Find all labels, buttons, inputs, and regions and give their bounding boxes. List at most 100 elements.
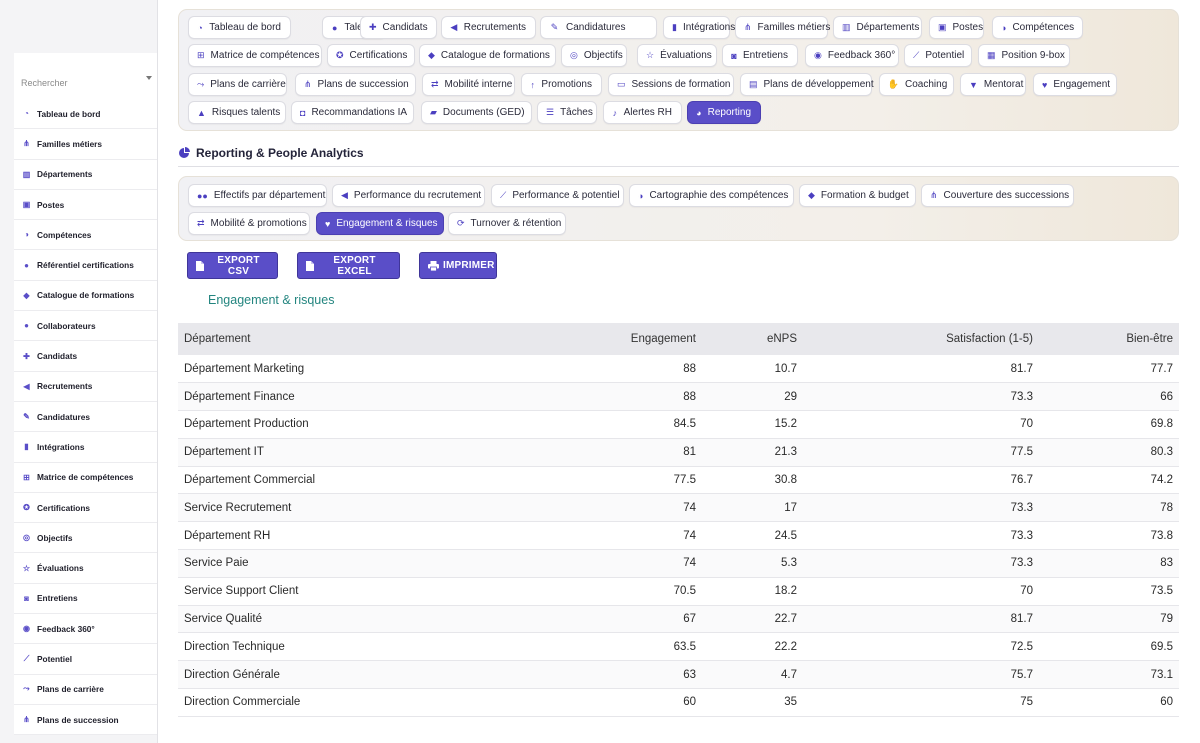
sidebar-item-19[interactable]: ⤳ Plans de carrière	[14, 674, 157, 705]
table-row: Direction Technique 63.5 22.2 72.5 69.5	[178, 633, 1179, 661]
nav-tab-label: Candidatures	[566, 22, 626, 33]
report-tab-6[interactable]: ⇄ Mobilité & promotions	[188, 212, 310, 235]
nav-tab-32[interactable]: ♪ Alertes RH	[603, 101, 682, 124]
user-icon: ●	[331, 22, 338, 33]
nav-tab-17[interactable]: ⟋ Potentiel	[904, 44, 972, 67]
nav-tab-15[interactable]: ◙ Entretiens	[722, 44, 798, 67]
print-button[interactable]: IMPRIMER	[419, 252, 497, 279]
sidebar-item-4[interactable]: ◑ Compétences	[14, 220, 157, 251]
column-header[interactable]: Bien-être	[1126, 333, 1173, 345]
table-cell: 81.7	[1010, 362, 1033, 375]
nav-tab-26[interactable]: ▼ Mentorat	[960, 73, 1026, 96]
nav-tab-23[interactable]: ▭ Sessions de formation	[608, 73, 734, 96]
nav-tab-label: Mobilité interne	[444, 79, 513, 90]
sidebar-item-11[interactable]: ▮ Intégrations	[14, 432, 157, 463]
table-cell: 69.5	[1150, 640, 1173, 653]
table-row: Service Recrutement 74 17 73.3 78	[178, 493, 1179, 522]
nav-tab-10[interactable]: ⊞ Matrice de compétences	[188, 44, 322, 67]
nav-tab-8[interactable]: ▣ Postes	[929, 16, 984, 39]
report-tab-2[interactable]: ⟋ Performance & potentiel	[491, 184, 624, 207]
nav-tab-33[interactable]: ◕ Reporting	[687, 101, 761, 124]
sidebar-item-20[interactable]: ⋔ Plans de succession	[14, 704, 157, 736]
sidebar-item-label: Feedback 360°	[37, 623, 95, 634]
sidebar-item-14[interactable]: ◎ Objectifs	[14, 523, 157, 554]
nav-tab-6[interactable]: ⋔ Familles métiers	[735, 16, 830, 39]
nav-tab-27[interactable]: ♥ Engagement	[1033, 73, 1117, 96]
nav-tab-29[interactable]: ◘ Recommandations IA	[291, 101, 414, 124]
sidebar-item-18[interactable]: ⟋ Potentiel	[14, 644, 157, 675]
comment-icon: ◉	[23, 624, 30, 634]
report-tab-7[interactable]: ♥ Engagement & risques	[316, 212, 444, 235]
sidebar-search-select[interactable]: Rechercher	[14, 53, 157, 105]
sidebar-item-9[interactable]: ◀ Recrutements	[14, 371, 157, 402]
sidebar-item-5[interactable]: ● Référentiel certifications	[14, 250, 157, 281]
report-tab-0[interactable]: ●● Effectifs par département	[188, 184, 327, 207]
nav-tab-13[interactable]: ◎ Objectifs	[561, 44, 627, 67]
nav-tab-20[interactable]: ⋔ Plans de succession	[295, 73, 416, 96]
nav-tab-30[interactable]: ▰ Documents (GED)	[421, 101, 532, 124]
table-cell: 77.5	[1010, 446, 1033, 459]
sitemap-icon: ⋔	[744, 22, 752, 32]
report-tab-5[interactable]: ⋔ Couverture des successions	[921, 184, 1074, 207]
report-tab-1[interactable]: ◀ Performance du recrutement	[332, 184, 485, 207]
user-tie-icon: ▼	[969, 79, 978, 90]
sidebar-item-12[interactable]: ⊞ Matrice de compétences	[14, 462, 157, 493]
nav-tab-28[interactable]: ▲ Risques talents	[188, 101, 286, 124]
nav-tab-2[interactable]: ✚ Candidats	[360, 16, 437, 39]
sidebar-item-7[interactable]: ● Collaborateurs	[14, 311, 157, 342]
sidebar-item-16[interactable]: ◙ Entretiens	[14, 583, 157, 615]
nav-tab-24[interactable]: ▤ Plans de développement	[740, 73, 874, 96]
nav-tab-label: Feedback 360°	[827, 50, 896, 61]
sidebar-item-label: Familles métiers	[37, 138, 103, 149]
report-tab-8[interactable]: ⟳ Turnover & rétention	[448, 212, 566, 235]
report-tab-4[interactable]: ◆ Formation & budget	[799, 184, 916, 207]
sidebar-item-3[interactable]: ▣ Postes	[14, 189, 157, 221]
nav-tab-4[interactable]: ✎ Candidatures	[540, 16, 657, 39]
target-icon: ◎	[23, 533, 30, 543]
sidebar-item-1[interactable]: ⋔ Familles métiers	[14, 129, 157, 160]
nav-tab-7[interactable]: ▥ Départements	[833, 16, 922, 39]
column-header[interactable]: Département	[184, 333, 251, 345]
sidebar-item-10[interactable]: ✎ Candidatures	[14, 401, 157, 433]
nav-tab-9[interactable]: ◑ Compétences	[992, 16, 1083, 39]
report-tab-3[interactable]: ◑ Cartographie des compétences	[629, 184, 794, 207]
column-header[interactable]: eNPS	[766, 333, 797, 345]
nav-tab-label: Tableau de bord	[209, 22, 281, 33]
nav-tab-16[interactable]: ◉ Feedback 360°	[805, 44, 899, 67]
nav-tab-19[interactable]: ⤳ Plans de carrière	[188, 73, 287, 96]
export-csv-button[interactable]: EXPORT CSV	[187, 252, 278, 279]
nav-tab-12[interactable]: ◆ Catalogue de formations	[419, 44, 556, 67]
table-cell: 73.3	[1010, 529, 1033, 542]
nav-tab-3[interactable]: ◀ Recrutements	[441, 16, 536, 39]
export-excel-button[interactable]: EXPORT EXCEL	[297, 252, 400, 279]
sidebar-item-0[interactable]: ◔ Tableau de bord	[14, 99, 157, 130]
table-cell: Département IT	[184, 446, 264, 459]
nav-tab-label: Départements	[856, 22, 920, 33]
nav-tab-31[interactable]: ☰ Tâches	[537, 101, 597, 124]
nav-tab-label: Promotions	[541, 79, 592, 90]
sidebar-item-15[interactable]: ☆ Évaluations	[14, 553, 157, 584]
brain-icon: ◑	[1001, 22, 1007, 33]
nav-tab-label: Sessions de formation	[631, 79, 731, 90]
table-cell: 73.1	[1150, 668, 1173, 681]
sidebar-item-13[interactable]: ✪ Certifications	[14, 492, 157, 524]
nav-tab-21[interactable]: ⇄ Mobilité interne	[422, 73, 515, 96]
nav-tab-0[interactable]: ◔ Tableau de bord	[188, 16, 291, 39]
nav-tab-label: Mentorat	[983, 79, 1024, 90]
sidebar-item-8[interactable]: ✚ Candidats	[14, 341, 157, 372]
sidebar-item-6[interactable]: ◆ Catalogue de formations	[14, 280, 157, 312]
nav-tab-22[interactable]: ↑ Promotions	[521, 73, 602, 96]
table-row: Direction Générale 63 4.7 75.7 73.1	[178, 660, 1179, 689]
column-header[interactable]: Engagement	[630, 333, 696, 345]
nav-tab-18[interactable]: ▦ Position 9-box	[978, 44, 1070, 67]
nav-tab-14[interactable]: ☆ Évaluations	[637, 44, 717, 67]
nav-tab-label: Intégrations	[682, 22, 736, 33]
nav-tab-11[interactable]: ✪ Certifications	[327, 44, 415, 67]
sidebar-item-2[interactable]: ▥ Départements	[14, 159, 157, 190]
sidebar-item-17[interactable]: ◉ Feedback 360°	[14, 614, 157, 645]
warning-icon: ▲	[197, 107, 206, 118]
user-plus-icon: ✚	[23, 351, 30, 361]
nav-tab-25[interactable]: ✋ Coaching	[879, 73, 954, 96]
nav-tab-5[interactable]: ▮ Intégrations	[663, 16, 735, 39]
column-header[interactable]: Satisfaction (1-5)	[946, 333, 1033, 345]
